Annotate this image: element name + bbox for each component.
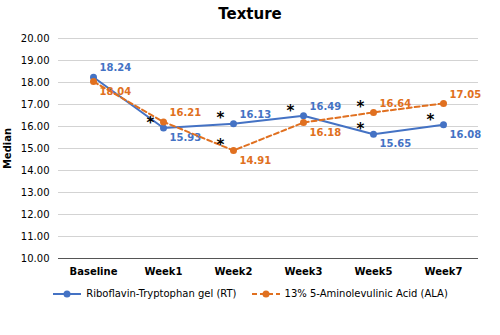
svg-text:Week3: Week3 bbox=[285, 266, 323, 277]
svg-text:17.05: 17.05 bbox=[450, 89, 482, 100]
svg-text:18.04: 18.04 bbox=[100, 86, 132, 97]
svg-text:*: * bbox=[287, 102, 295, 120]
svg-text:19.00: 19.00 bbox=[21, 55, 50, 66]
svg-text:16.08: 16.08 bbox=[450, 129, 482, 140]
svg-text:Week2: Week2 bbox=[215, 266, 253, 277]
svg-text:14.91: 14.91 bbox=[240, 155, 272, 166]
svg-text:Week1: Week1 bbox=[145, 266, 183, 277]
svg-text:20.00: 20.00 bbox=[21, 33, 50, 44]
html-text:13% 5-Aminolevulinic Acid (ALA: 13% 5-Aminolevulinic Acid (ALA) bbox=[284, 288, 448, 299]
svg-text:15.93: 15.93 bbox=[170, 132, 202, 143]
svg-text:*: * bbox=[217, 136, 225, 154]
svg-text:16.13: 16.13 bbox=[240, 109, 272, 120]
svg-text:11.00: 11.00 bbox=[21, 231, 50, 242]
svg-text:*: * bbox=[357, 120, 365, 138]
svg-text:10.00: 10.00 bbox=[21, 253, 50, 264]
svg-text:15.65: 15.65 bbox=[380, 138, 412, 149]
svg-text:12.00: 12.00 bbox=[21, 209, 50, 220]
svg-text:16.21: 16.21 bbox=[170, 107, 202, 118]
svg-text:*: * bbox=[427, 111, 435, 129]
svg-text:16.18: 16.18 bbox=[310, 127, 342, 138]
svg-text:16.64: 16.64 bbox=[380, 98, 412, 109]
svg-text:16.00: 16.00 bbox=[21, 121, 50, 132]
svg-text:16.49: 16.49 bbox=[310, 101, 342, 112]
svg-text:Week7: Week7 bbox=[425, 266, 463, 277]
svg-text:18.24: 18.24 bbox=[100, 62, 132, 73]
svg-text:Median: Median bbox=[2, 128, 13, 169]
html-text:Texture: Texture bbox=[218, 5, 282, 23]
svg-text:18.00: 18.00 bbox=[21, 77, 50, 88]
svg-text:Baseline: Baseline bbox=[70, 266, 118, 277]
svg-text:Week5: Week5 bbox=[355, 266, 393, 277]
html-text:Riboflavin-Tryptophan gel (RT): Riboflavin-Tryptophan gel (RT) bbox=[86, 288, 237, 299]
svg-text:17.00: 17.00 bbox=[21, 99, 50, 110]
svg-text:15.00: 15.00 bbox=[21, 143, 50, 154]
svg-text:*: * bbox=[217, 109, 225, 127]
svg-text:*: * bbox=[357, 98, 365, 116]
svg-text:13.00: 13.00 bbox=[21, 187, 50, 198]
svg-text:14.00: 14.00 bbox=[21, 165, 50, 176]
